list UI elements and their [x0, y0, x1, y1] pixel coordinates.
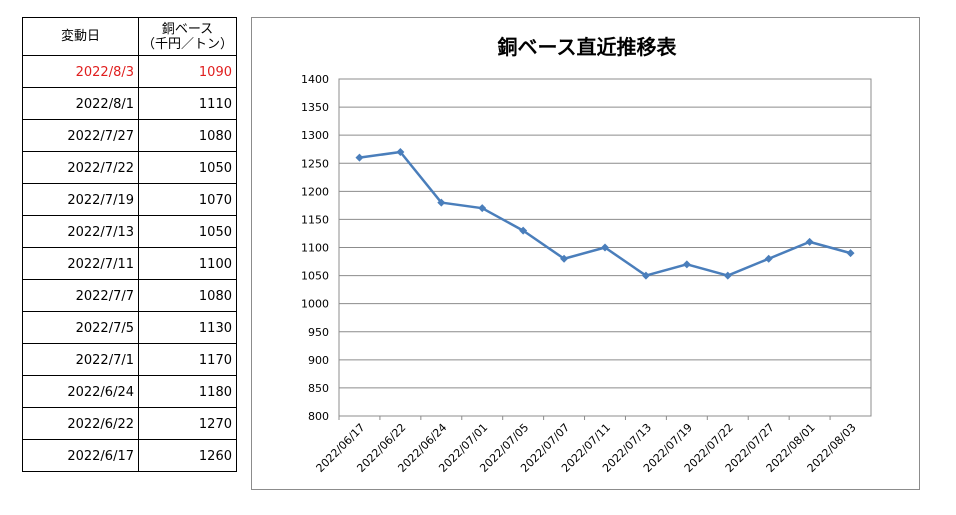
- data-point: [805, 237, 814, 246]
- row-date: 2022/6/22: [22, 407, 139, 440]
- table-row: 2022/7/7 1080: [22, 279, 237, 312]
- row-price: 1050: [138, 215, 237, 248]
- table-row: 2022/7/27 1080: [22, 119, 237, 152]
- x-axis-ticks: 2022/06/172022/06/222022/06/242022/07/01…: [314, 416, 859, 475]
- data-point: [560, 254, 569, 263]
- row-date: 2022/8/3: [22, 55, 139, 88]
- data-point: [437, 198, 446, 207]
- data-point: [355, 153, 364, 162]
- line-chart: 銅ベース直近推移表 800 850 900 950 1000 1050 1100 1150 12…: [301, 35, 872, 475]
- data-point: [601, 243, 609, 252]
- row-date: 2022/7/11: [22, 247, 139, 280]
- series-line: [359, 150, 851, 277]
- data-point: [682, 260, 691, 269]
- table-body: 変動日 銅ベース （千円／トン） 2022/8/3 1090 2022/8/1 111…: [22, 17, 237, 472]
- table-row: 2022/6/17 1260: [22, 439, 237, 472]
- chart-title: 銅ベース直近推移表: [498, 35, 678, 59]
- row-price: 1270: [138, 407, 237, 440]
- y-tick-label: 1250: [301, 157, 329, 170]
- price-table: 変動日 銅ベース （千円／トン） 2022/8/3 1090 2022/8/1 111…: [22, 17, 237, 472]
- row-date: 2022/8/1: [22, 87, 139, 120]
- y-tick-label: 850: [308, 382, 329, 395]
- y-tick-label: 1200: [301, 185, 329, 198]
- series-layer: [355, 148, 855, 280]
- header-price-line2: （千円／トン）: [141, 36, 233, 52]
- row-price: 1080: [138, 119, 237, 152]
- row-date: 2022/7/7: [22, 279, 139, 312]
- row-price: 1180: [138, 375, 237, 408]
- row-date: 2022/6/17: [22, 439, 139, 472]
- y-tick-label: 900: [308, 354, 329, 367]
- y-tick-label: 1150: [301, 213, 329, 226]
- y-tick-label: 800: [308, 410, 329, 423]
- row-price: 1070: [138, 183, 237, 216]
- data-point: [846, 249, 855, 258]
- chart-area: 銅ベース直近推移表 800 850 900 950 1000 1050 1100 1150 12…: [251, 17, 920, 490]
- header-price: 銅ベース （千円／トン）: [138, 17, 237, 56]
- gridlines: [338, 78, 872, 417]
- table-row: 2022/7/13 1050: [22, 215, 237, 248]
- row-date: 2022/7/5: [22, 311, 139, 344]
- row-date: 2022/7/22: [22, 151, 139, 184]
- table-row: 2022/6/24 1180: [22, 375, 237, 408]
- row-price: 1050: [138, 151, 237, 184]
- y-tick-label: 950: [308, 326, 329, 339]
- table-row: 2022/8/1 1110: [22, 87, 237, 120]
- data-point: [641, 271, 650, 280]
- y-tick-label: 1100: [301, 242, 329, 255]
- row-price: 1170: [138, 343, 237, 376]
- y-tick-label: 1350: [301, 101, 329, 114]
- y-axis-ticks: 800 850 900 950 1000 1050 1100 1150 1200 1250 1300…: [301, 73, 329, 423]
- data-point: [764, 254, 773, 263]
- header-price-line1: 銅ベース: [161, 21, 214, 37]
- table-row: 2022/7/11 1100: [22, 247, 237, 280]
- table-header-row: 変動日 銅ベース （千円／トン）: [22, 17, 237, 56]
- header-date: 変動日: [22, 17, 139, 56]
- table-row: 2022/8/3 1090: [22, 55, 237, 88]
- table-row: 2022/7/1 1170: [22, 343, 237, 376]
- data-point: [396, 148, 405, 157]
- data-point: [519, 226, 528, 235]
- row-date: 2022/6/24: [22, 375, 139, 408]
- row-date: 2022/7/27: [22, 119, 139, 152]
- y-tick-label: 1050: [301, 270, 329, 283]
- table-row: 2022/7/19 1070: [22, 183, 237, 216]
- row-price: 1090: [138, 55, 237, 88]
- row-price: 1110: [138, 87, 237, 120]
- row-price: 1100: [138, 247, 237, 280]
- row-price: 1130: [138, 311, 237, 344]
- table-row: 2022/7/22 1050: [22, 151, 237, 184]
- data-point: [723, 271, 732, 280]
- table-row: 2022/7/5 1130: [22, 311, 237, 344]
- y-tick-label: 1300: [301, 129, 329, 142]
- table-row: 2022/6/22 1270: [22, 407, 237, 440]
- y-tick-label: 1400: [301, 73, 329, 86]
- data-point: [478, 204, 487, 213]
- row-date: 2022/7/13: [22, 215, 139, 248]
- row-date: 2022/7/19: [22, 183, 139, 216]
- row-date: 2022/7/1: [22, 343, 139, 376]
- row-price: 1260: [138, 439, 237, 472]
- y-tick-label: 1000: [301, 298, 329, 311]
- row-price: 1080: [138, 279, 237, 312]
